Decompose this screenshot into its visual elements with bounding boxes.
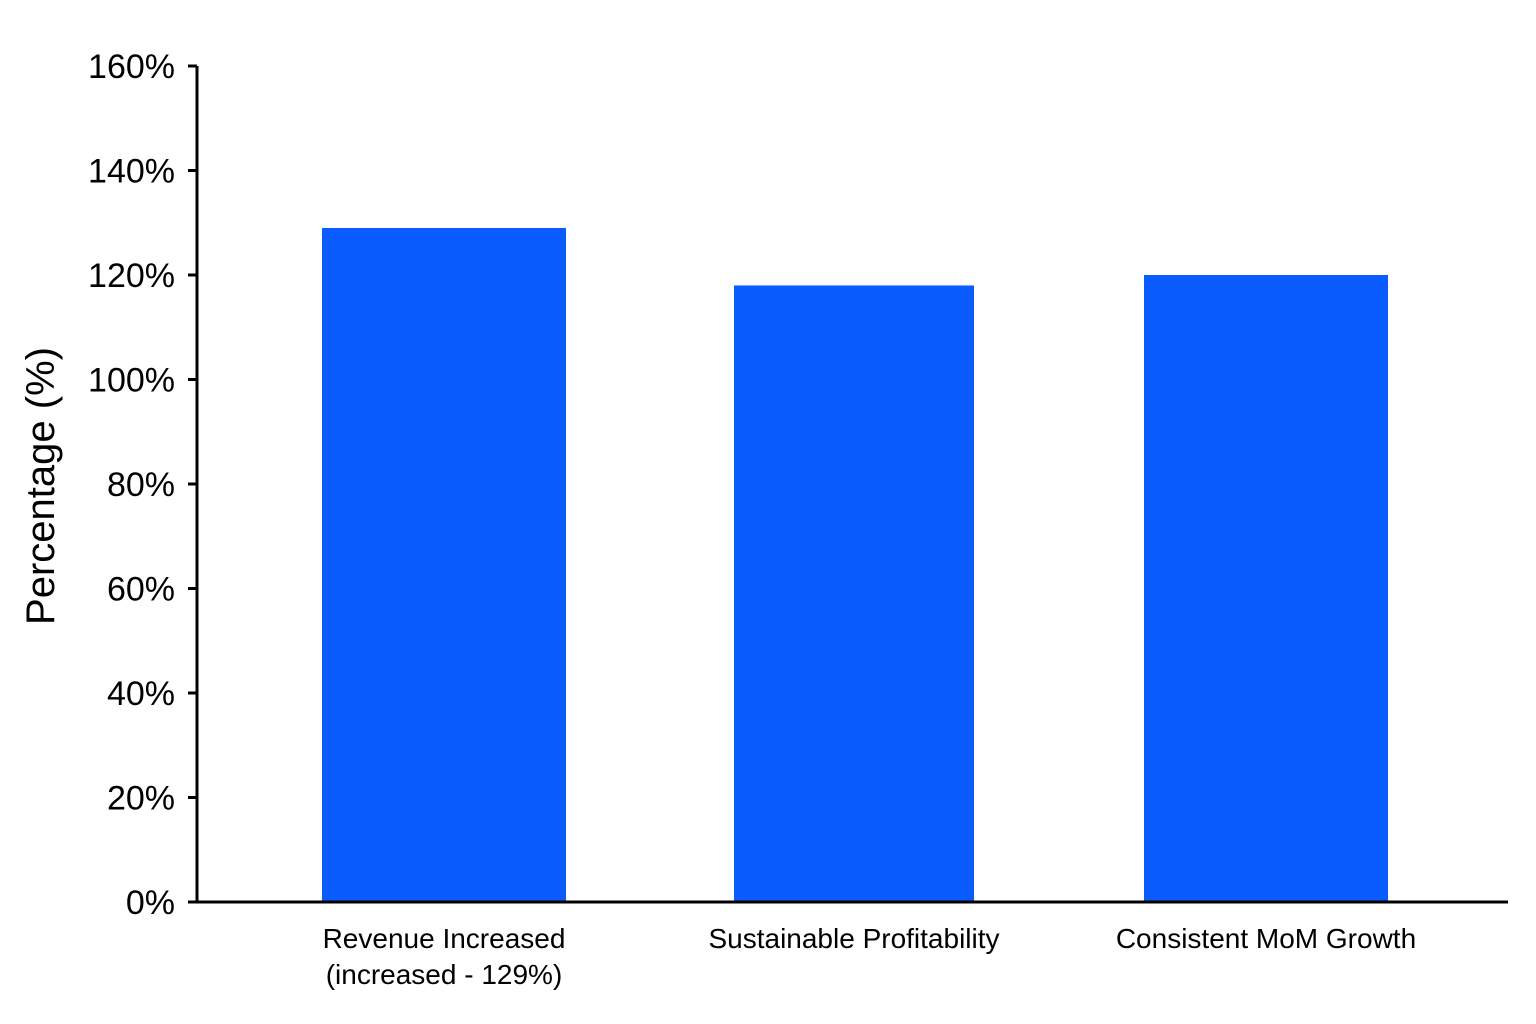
y-tick-label: 140%: [88, 153, 175, 191]
x-category-label-line: Sustainable Profitability: [708, 923, 999, 954]
y-tick-label: 160%: [88, 48, 175, 86]
x-category-label: Consistent MoM Growth: [1116, 923, 1416, 954]
x-category-label: Sustainable Profitability: [708, 923, 999, 954]
y-tick-label: 100%: [88, 362, 175, 400]
y-tick-label: 20%: [107, 780, 175, 818]
x-category-label-line: Consistent MoM Growth: [1116, 923, 1416, 954]
y-tick-label: 120%: [88, 257, 175, 295]
y-tick-label: 0%: [126, 884, 175, 922]
y-tick-label: 40%: [107, 675, 175, 713]
y-tick-label: 60%: [107, 571, 175, 609]
y-axis-ticks: 0% 20% 40% 60% 80% 100% 120% 140% 160%: [88, 48, 197, 922]
y-tick-label: 80%: [107, 466, 175, 504]
bar: [322, 227, 566, 903]
bar: [1144, 275, 1388, 902]
bars: [322, 227, 1388, 903]
x-axis-labels: Revenue Increased (increased - 129%) Susta…: [323, 923, 1417, 990]
x-category-label-line: (increased - 129%): [326, 959, 563, 990]
bar: [734, 285, 974, 902]
y-axis-title: Percentage (%): [19, 347, 63, 625]
y-axis-title-group: Percentage (%): [19, 347, 63, 625]
x-category-label-line: Revenue Increased: [323, 923, 566, 954]
x-category-label: Revenue Increased (increased - 129%): [323, 923, 566, 990]
